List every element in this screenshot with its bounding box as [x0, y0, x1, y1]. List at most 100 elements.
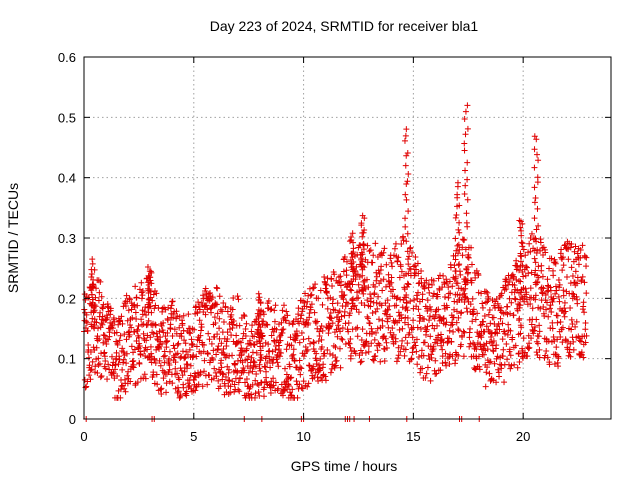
data-point — [268, 378, 275, 385]
data-point — [290, 346, 297, 353]
data-point — [403, 126, 410, 133]
data-point — [472, 316, 479, 323]
data-point — [265, 341, 272, 348]
data-point — [315, 295, 322, 302]
data-point — [352, 325, 359, 332]
data-point — [455, 241, 462, 248]
data-point — [418, 268, 425, 275]
data-point — [555, 293, 562, 300]
data-point — [396, 326, 403, 333]
data-point — [524, 264, 531, 271]
data-point — [128, 324, 135, 331]
data-point — [216, 335, 223, 342]
data-point — [435, 332, 442, 339]
data-point — [569, 321, 576, 328]
data-point — [118, 313, 125, 320]
data-point — [358, 249, 365, 256]
data-point — [431, 325, 438, 332]
data-point — [316, 333, 323, 340]
data-point — [455, 352, 462, 359]
data-point — [319, 327, 326, 334]
data-point — [447, 264, 454, 271]
data-point — [435, 275, 442, 282]
data-point — [166, 366, 173, 373]
data-point — [250, 341, 257, 348]
data-point — [523, 263, 530, 270]
data-point — [528, 321, 535, 328]
data-point — [534, 174, 541, 181]
data-point — [337, 364, 344, 371]
data-point — [360, 278, 367, 285]
data-point — [531, 146, 538, 153]
data-point — [193, 343, 200, 350]
data-point — [402, 191, 409, 198]
data-point — [463, 210, 470, 217]
data-point — [415, 289, 422, 296]
data-point — [376, 342, 383, 349]
data-point — [346, 310, 353, 317]
data-point — [582, 319, 589, 326]
data-point — [133, 315, 140, 322]
data-point — [480, 351, 487, 358]
y-tick-label: 0 — [69, 412, 76, 427]
data-point — [304, 298, 311, 305]
data-point — [195, 372, 202, 379]
data-point — [403, 196, 410, 203]
data-point — [560, 287, 567, 294]
data-point — [336, 308, 343, 315]
data-point — [338, 313, 345, 320]
data-point — [151, 356, 158, 363]
data-point — [452, 291, 459, 298]
data-point — [357, 359, 364, 366]
data-point — [312, 369, 319, 376]
data-point — [493, 379, 500, 386]
data-point — [363, 338, 370, 345]
data-point — [352, 350, 359, 357]
data-point — [577, 246, 584, 253]
data-point — [233, 332, 240, 339]
data-point — [336, 316, 343, 323]
data-point — [204, 306, 211, 313]
data-point — [369, 259, 376, 266]
data-point — [408, 356, 415, 363]
data-point — [92, 363, 99, 370]
data-point — [283, 317, 290, 324]
data-point — [407, 298, 414, 305]
y-tick-label: 0.6 — [58, 50, 76, 65]
data-point — [246, 337, 253, 344]
data-point — [510, 312, 517, 319]
data-point — [408, 355, 415, 362]
data-point — [519, 268, 526, 275]
x-tick-label: 0 — [80, 429, 87, 444]
data-point — [170, 342, 177, 349]
data-point — [400, 296, 407, 303]
data-point — [330, 296, 337, 303]
data-point — [450, 328, 457, 335]
data-point — [161, 359, 168, 366]
data-point — [574, 300, 581, 307]
data-point — [135, 334, 142, 341]
data-point — [535, 157, 542, 164]
data-point — [491, 360, 498, 367]
data-point — [252, 363, 259, 370]
data-point — [483, 340, 490, 347]
data-point — [415, 306, 422, 313]
data-point — [567, 280, 574, 287]
data-point — [422, 374, 429, 381]
data-point — [280, 302, 287, 309]
data-point — [449, 283, 456, 290]
data-point — [558, 246, 565, 253]
data-point — [363, 276, 370, 283]
data-point — [476, 363, 483, 370]
data-point — [180, 384, 187, 391]
data-point — [147, 334, 154, 341]
data-point — [452, 214, 459, 221]
data-point — [452, 252, 459, 259]
data-point — [384, 318, 391, 325]
data-point — [478, 334, 485, 341]
data-point — [139, 292, 146, 299]
data-point — [196, 306, 203, 313]
data-point — [277, 349, 284, 356]
data-point — [306, 310, 313, 317]
data-point — [268, 306, 275, 313]
